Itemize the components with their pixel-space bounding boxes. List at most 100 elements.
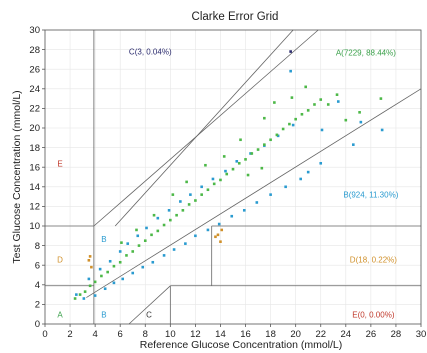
scatter-point-s1-14 bbox=[156, 229, 160, 233]
scatter-point-s1-42 bbox=[335, 93, 339, 96]
scatter-point-s1-27 bbox=[237, 161, 241, 165]
y-tick-label-0: 0 bbox=[35, 319, 40, 330]
scatter-points bbox=[73, 50, 384, 300]
scatter-point-s0-2 bbox=[87, 277, 91, 281]
scatter-point-s1-28 bbox=[244, 158, 247, 161]
scatter-point-s1-37 bbox=[300, 112, 304, 116]
y-tick-label-4: 8 bbox=[35, 241, 40, 252]
scatter-point-s0-44 bbox=[336, 100, 340, 103]
scatter-point-s0-28 bbox=[224, 169, 227, 173]
scatter-point-s0-33 bbox=[255, 201, 259, 204]
zone-label-1: B(924, 11.30%) bbox=[343, 191, 398, 200]
y-tick-label-8: 16 bbox=[29, 162, 40, 173]
scatter-point-s1-6 bbox=[106, 270, 109, 274]
scatter-point-s0-45 bbox=[380, 128, 384, 132]
scatter-point-s0-29 bbox=[230, 214, 234, 218]
scatter-point-s0-22 bbox=[189, 193, 192, 196]
scatter-point-s1-18 bbox=[181, 209, 185, 212]
x-tick-label-3: 6 bbox=[118, 329, 123, 340]
zone-line-3 bbox=[93, 29, 319, 227]
x-tick-label-1: 2 bbox=[67, 329, 72, 340]
y-tick-label-15: 30 bbox=[29, 25, 40, 36]
scatter-point-s2-3 bbox=[216, 233, 220, 237]
scatter-point-s1-10 bbox=[131, 250, 135, 253]
scatter-point-s0-5 bbox=[103, 287, 107, 291]
scatter-point-s0-7 bbox=[112, 281, 116, 285]
scatter-point-s1-51 bbox=[222, 155, 226, 158]
grid-lines bbox=[44, 29, 422, 325]
scatter-point-s2-6 bbox=[214, 235, 217, 239]
zone-label-9: B bbox=[101, 310, 106, 319]
scatter-point-s0-3 bbox=[93, 294, 97, 297]
scatter-point-s1-45 bbox=[379, 97, 383, 100]
scatter-point-s0-19 bbox=[172, 248, 176, 251]
x-tick-label-6: 12 bbox=[190, 329, 201, 340]
x-tick-label-7: 14 bbox=[215, 329, 226, 340]
scatter-point-s1-7 bbox=[112, 264, 116, 268]
scatter-point-s0-43 bbox=[320, 128, 324, 132]
scatter-point-s1-46 bbox=[263, 116, 266, 120]
x-tick-label-12: 24 bbox=[341, 329, 352, 340]
x-tick-label-0: 0 bbox=[42, 329, 47, 340]
y-tick-label-6: 12 bbox=[29, 202, 40, 213]
y-tick-label-13: 26 bbox=[29, 64, 40, 75]
zone-label-2: C(3, 0.04%) bbox=[129, 48, 172, 57]
x-axis-title: Reference Glucose Concentration (mmol/L) bbox=[140, 339, 343, 351]
y-axis-title: Test Glucose Concentration (mmol/L) bbox=[11, 90, 23, 263]
x-tick-label-8: 16 bbox=[240, 329, 251, 340]
scatter-point-s1-49 bbox=[304, 85, 307, 89]
scatter-point-s1-39 bbox=[313, 103, 316, 106]
scatter-point-s1-38 bbox=[306, 109, 310, 112]
scatter-point-s1-12 bbox=[143, 239, 147, 242]
scatter-point-s1-54 bbox=[171, 193, 175, 196]
scatter-point-s1-34 bbox=[281, 127, 285, 131]
scatter-point-s1-31 bbox=[263, 143, 266, 146]
zone-line-10 bbox=[114, 29, 294, 227]
scatter-point-s1-5 bbox=[100, 274, 103, 278]
scatter-point-s1-36 bbox=[294, 117, 297, 121]
y-tick-label-3: 6 bbox=[35, 260, 40, 271]
scatter-point-s1-40 bbox=[319, 98, 323, 101]
x-tick-label-5: 10 bbox=[165, 329, 176, 340]
scatter-point-s0-9 bbox=[121, 277, 125, 281]
zone-label-6: D bbox=[57, 255, 63, 264]
scatter-point-s0-15 bbox=[151, 260, 155, 264]
scatter-point-s0-25 bbox=[206, 228, 210, 232]
x-tick-label-11: 22 bbox=[315, 329, 326, 340]
y-tick-label-12: 24 bbox=[29, 84, 40, 95]
scatter-point-s2-0 bbox=[87, 259, 91, 262]
y-tick-label-11: 22 bbox=[29, 104, 40, 115]
zone-label-4: E(0, 0.00%) bbox=[352, 310, 395, 319]
scatter-point-s1-58 bbox=[246, 173, 250, 177]
scatter-point-s1-50 bbox=[204, 163, 207, 167]
scatter-point-s1-19 bbox=[187, 203, 191, 206]
y-tick-label-7: 14 bbox=[29, 182, 40, 193]
scatter-point-s0-26 bbox=[211, 177, 215, 181]
scatter-point-s1-0 bbox=[73, 297, 77, 300]
scatter-point-s1-48 bbox=[290, 96, 294, 99]
scatter-point-s0-41 bbox=[319, 161, 323, 165]
zone-label-0: A(7229, 88.44%) bbox=[336, 49, 396, 58]
scatter-point-s1-16 bbox=[169, 218, 172, 222]
zone-line-9 bbox=[128, 285, 171, 325]
scatter-point-s2-5 bbox=[220, 228, 224, 232]
scatter-point-s1-43 bbox=[344, 118, 348, 122]
scatter-point-s1-57 bbox=[120, 241, 123, 244]
y-tick-label-9: 18 bbox=[29, 143, 40, 154]
x-tick-label-2: 4 bbox=[92, 329, 97, 340]
scatter-point-s0-13 bbox=[141, 265, 145, 269]
scatter-point-s3-0 bbox=[289, 50, 292, 53]
zone-label-5: E bbox=[57, 159, 62, 168]
y-tick-label-1: 2 bbox=[35, 300, 40, 311]
scatter-point-s1-25 bbox=[225, 172, 229, 176]
scatter-point-s0-12 bbox=[136, 234, 140, 238]
scatter-point-s0-37 bbox=[284, 185, 287, 189]
x-tick-label-13: 26 bbox=[366, 329, 377, 340]
scatter-point-s1-24 bbox=[219, 178, 222, 182]
scatter-point-s0-31 bbox=[242, 209, 246, 212]
scatter-point-s0-10 bbox=[126, 242, 130, 245]
scatter-point-s0-16 bbox=[156, 216, 160, 220]
scatter-point-s0-40 bbox=[306, 170, 310, 174]
